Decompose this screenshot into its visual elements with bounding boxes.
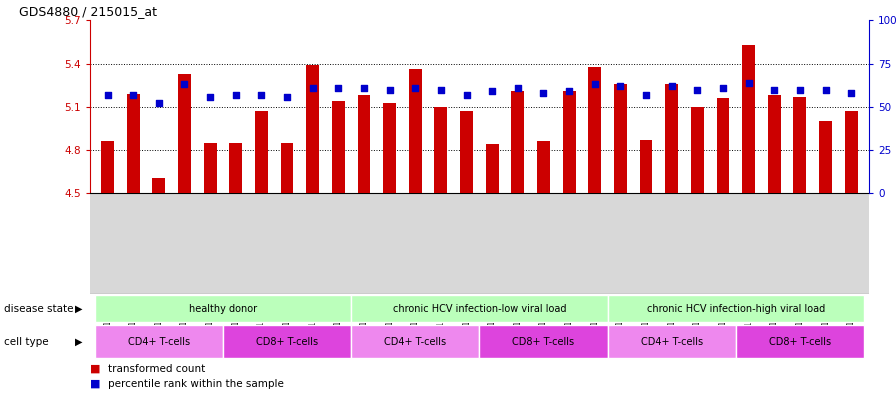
- Bar: [358, 95, 370, 193]
- Text: ▶: ▶: [75, 336, 82, 347]
- Point: [203, 94, 218, 100]
- Bar: [486, 144, 498, 193]
- Point: [228, 92, 243, 98]
- Text: CD8+ T-cells: CD8+ T-cells: [769, 336, 831, 347]
- Point: [562, 88, 576, 94]
- Bar: [332, 101, 345, 193]
- Point: [793, 86, 807, 93]
- Text: percentile rank within the sample: percentile rank within the sample: [108, 378, 283, 389]
- Bar: [101, 141, 114, 193]
- Text: CD4+ T-cells: CD4+ T-cells: [641, 336, 702, 347]
- Point: [485, 88, 499, 94]
- FancyBboxPatch shape: [95, 295, 351, 322]
- Text: CD4+ T-cells: CD4+ T-cells: [384, 336, 446, 347]
- Point: [357, 85, 371, 91]
- Point: [434, 86, 448, 93]
- Bar: [255, 111, 268, 193]
- Bar: [768, 95, 780, 193]
- Bar: [126, 94, 140, 193]
- Bar: [306, 65, 319, 193]
- FancyBboxPatch shape: [607, 295, 864, 322]
- FancyBboxPatch shape: [607, 325, 736, 358]
- FancyBboxPatch shape: [95, 325, 223, 358]
- Bar: [819, 121, 832, 193]
- Text: CD8+ T-cells: CD8+ T-cells: [256, 336, 318, 347]
- Bar: [665, 84, 678, 193]
- Text: transformed count: transformed count: [108, 364, 205, 374]
- Point: [665, 83, 679, 89]
- Bar: [383, 103, 396, 193]
- Point: [177, 81, 192, 88]
- Bar: [717, 98, 729, 193]
- Bar: [178, 74, 191, 193]
- Point: [151, 100, 166, 107]
- Point: [511, 85, 525, 91]
- FancyBboxPatch shape: [223, 325, 351, 358]
- Point: [460, 92, 474, 98]
- Text: CD8+ T-cells: CD8+ T-cells: [513, 336, 574, 347]
- FancyBboxPatch shape: [351, 295, 607, 322]
- Point: [818, 86, 832, 93]
- Point: [690, 86, 704, 93]
- Bar: [537, 141, 550, 193]
- Text: ■: ■: [90, 364, 100, 374]
- Bar: [229, 143, 242, 193]
- Text: disease state: disease state: [4, 303, 74, 314]
- Point: [613, 83, 627, 89]
- Bar: [563, 91, 575, 193]
- Bar: [409, 70, 422, 193]
- Point: [767, 86, 781, 93]
- Text: CD4+ T-cells: CD4+ T-cells: [128, 336, 190, 347]
- Point: [844, 90, 858, 96]
- Text: GDS4880 / 215015_at: GDS4880 / 215015_at: [20, 5, 158, 18]
- Bar: [512, 91, 524, 193]
- Point: [408, 85, 422, 91]
- Point: [383, 86, 397, 93]
- Point: [254, 92, 269, 98]
- Bar: [794, 97, 806, 193]
- Point: [100, 92, 115, 98]
- Text: ■: ■: [90, 378, 100, 389]
- FancyBboxPatch shape: [479, 325, 607, 358]
- Bar: [589, 66, 601, 193]
- Bar: [280, 143, 294, 193]
- Point: [126, 92, 141, 98]
- Point: [588, 81, 602, 88]
- Text: ▶: ▶: [75, 303, 82, 314]
- Point: [537, 90, 551, 96]
- Point: [639, 92, 653, 98]
- Bar: [152, 178, 165, 193]
- Text: healthy donor: healthy donor: [189, 303, 257, 314]
- Bar: [461, 111, 473, 193]
- Point: [741, 79, 755, 86]
- Bar: [614, 84, 627, 193]
- Bar: [435, 107, 447, 193]
- Text: chronic HCV infection-high viral load: chronic HCV infection-high viral load: [647, 303, 825, 314]
- Bar: [640, 140, 652, 193]
- FancyBboxPatch shape: [736, 325, 864, 358]
- Point: [332, 85, 346, 91]
- Bar: [203, 143, 217, 193]
- Point: [716, 85, 730, 91]
- Point: [306, 85, 320, 91]
- Text: cell type: cell type: [4, 336, 49, 347]
- Bar: [845, 111, 857, 193]
- Point: [280, 94, 294, 100]
- FancyBboxPatch shape: [351, 325, 479, 358]
- Bar: [742, 45, 755, 193]
- Bar: [691, 107, 703, 193]
- Text: chronic HCV infection-low viral load: chronic HCV infection-low viral load: [392, 303, 566, 314]
